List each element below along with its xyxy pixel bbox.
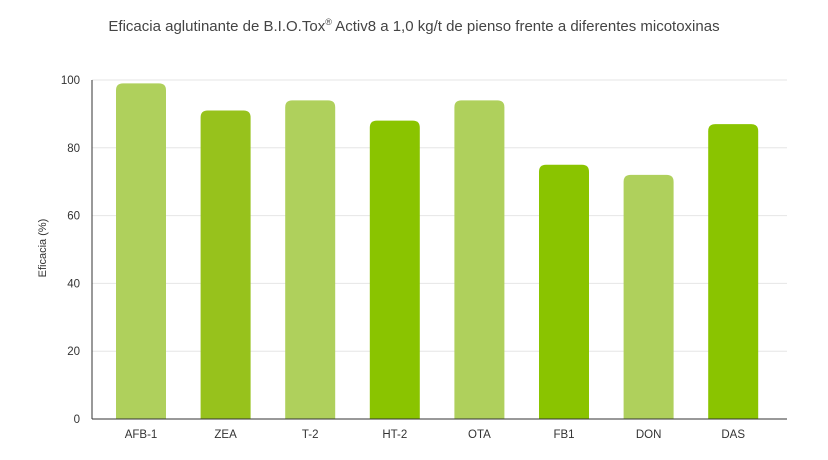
- y-tick-label: 40: [67, 278, 80, 290]
- y-tick-label: 80: [67, 143, 80, 155]
- bar-ht-2: [369, 120, 420, 420]
- bar-afb-1: [116, 83, 166, 419]
- y-tick-label: 0: [74, 414, 80, 426]
- axes: 0 20 40 60 80 100 AFB-1 ZEA T-2 HT-2 OTA FB1 DON DAS: [61, 75, 787, 441]
- y-tick-label: 100: [61, 75, 80, 87]
- bar-zea: [200, 110, 251, 419]
- y-tick-label: 20: [67, 346, 80, 358]
- bar-t-2: [285, 100, 336, 419]
- chart-title: Eficacia aglutinante de B.I.O.Tox® Activ…: [108, 17, 720, 35]
- y-tick-label: 60: [67, 211, 80, 223]
- bars: [116, 83, 759, 420]
- x-tick-label: HT-2: [382, 429, 407, 441]
- x-tick-label: DON: [636, 429, 662, 441]
- bar-ota: [454, 100, 505, 419]
- bar-das: [708, 124, 759, 419]
- x-tick-label: AFB-1: [125, 429, 158, 441]
- x-tick-label: DAS: [721, 429, 745, 441]
- gridlines: [92, 79, 787, 352]
- bar-fb1: [539, 164, 589, 419]
- bar-don: [623, 174, 674, 419]
- x-tick-label: T-2: [302, 429, 319, 441]
- x-tick-label: OTA: [468, 429, 491, 441]
- y-axis-title: Eficacia (%): [37, 219, 49, 278]
- x-tick-label: FB1: [553, 429, 574, 441]
- x-tick-label: ZEA: [214, 429, 237, 441]
